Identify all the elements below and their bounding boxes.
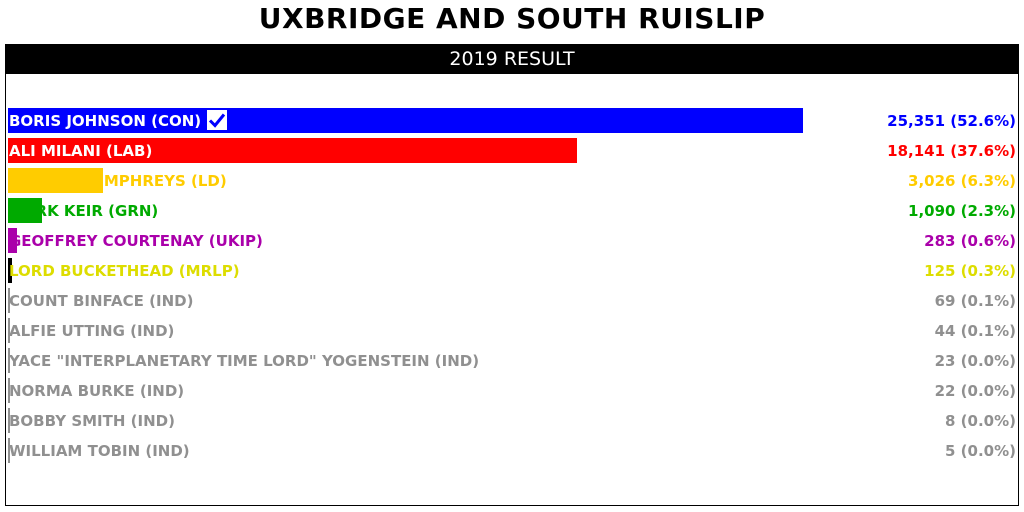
chart-title: UXBRIDGE AND SOUTH RUISLIP	[258, 2, 766, 35]
results-list: BORIS JOHNSON (CON) 25,351 (52.6%) ALI MIL…	[6, 106, 1018, 466]
candidate-bar	[8, 228, 17, 253]
candidate-label: JOANNE HUMPHREYS (LD)	[9, 166, 227, 196]
candidate-row: ALFIE UTTING (IND) 44 (0.1%)	[6, 316, 1018, 346]
candidate-name: JOANNE HUMPHREYS (LD)	[9, 172, 227, 190]
candidate-bar	[8, 258, 12, 283]
candidate-row: NORMA BURKE (IND) 22 (0.0%)	[6, 376, 1018, 406]
candidate-name: WILLIAM TOBIN (IND)	[9, 442, 190, 460]
chart-subtitle: 2019 RESULT	[6, 45, 1018, 74]
candidate-bar	[8, 108, 803, 133]
candidate-name: ALFIE UTTING (IND)	[9, 322, 175, 340]
candidate-votes: 8 (0.0%)	[945, 412, 1016, 430]
candidate-bar	[8, 348, 10, 373]
candidate-name: BORIS JOHNSON (CON)	[9, 112, 202, 130]
candidate-label: BORIS JOHNSON (CON)	[9, 106, 228, 136]
candidate-name: NORMA BURKE (IND)	[9, 382, 185, 400]
candidate-row: COUNT BINFACE (IND) 69 (0.1%)	[6, 286, 1018, 316]
candidate-label: YACE "INTERPLANETARY TIME LORD" YOGENSTE…	[9, 346, 479, 376]
candidate-votes: 69 (0.1%)	[934, 292, 1016, 310]
candidate-votes: 283 (0.6%)	[924, 232, 1016, 250]
candidate-row: WILLIAM TOBIN (IND) 5 (0.0%)	[6, 436, 1018, 466]
candidate-bar	[8, 438, 10, 463]
results-panel: 2019 RESULT BORIS JOHNSON (CON) 25,351 (5…	[5, 44, 1019, 506]
candidate-name: MARK KEIR (GRN)	[9, 202, 159, 220]
candidate-votes: 125 (0.3%)	[924, 262, 1016, 280]
candidate-name: BOBBY SMITH (IND)	[9, 412, 175, 430]
candidate-label: ALI MILANI (LAB)	[9, 136, 152, 166]
candidate-label: GEOFFREY COURTENAY (UKIP)	[9, 226, 263, 256]
candidate-label: WILLIAM TOBIN (IND)	[9, 436, 190, 466]
candidate-bar	[8, 198, 43, 223]
candidate-row: JOANNE HUMPHREYS (LD) 3,026 (6.3%)	[6, 166, 1018, 196]
candidate-name: COUNT BINFACE (IND)	[9, 292, 194, 310]
candidate-label: MARK KEIR (GRN)	[9, 196, 158, 226]
candidate-bar	[8, 138, 577, 163]
candidate-label: ALFIE UTTING (IND)	[9, 316, 174, 346]
candidate-row: BOBBY SMITH (IND) 8 (0.0%)	[6, 406, 1018, 436]
check-icon	[207, 110, 228, 130]
candidate-bar	[8, 168, 103, 193]
candidate-row: LORD BUCKETHEAD (MRLP) 125 (0.3%)	[6, 256, 1018, 286]
candidate-name: LORD BUCKETHEAD (MRLP)	[9, 262, 240, 280]
candidate-bar	[8, 318, 10, 343]
candidate-row: BORIS JOHNSON (CON) 25,351 (52.6%)	[6, 106, 1018, 136]
candidate-bar	[8, 408, 10, 433]
candidate-label: COUNT BINFACE (IND)	[9, 286, 193, 316]
candidate-row: MARK KEIR (GRN) 1,090 (2.3%)	[6, 196, 1018, 226]
candidate-label: LORD BUCKETHEAD (MRLP)	[9, 256, 240, 286]
candidate-votes: 18,141 (37.6%)	[887, 142, 1016, 160]
candidate-votes: 3,026 (6.3%)	[908, 172, 1016, 190]
candidate-name: GEOFFREY COURTENAY (UKIP)	[9, 232, 263, 250]
candidate-votes: 1,090 (2.3%)	[908, 202, 1016, 220]
candidate-votes: 5 (0.0%)	[945, 442, 1016, 460]
candidate-row: GEOFFREY COURTENAY (UKIP) 283 (0.6%)	[6, 226, 1018, 256]
candidate-votes: 22 (0.0%)	[934, 382, 1016, 400]
candidate-votes: 44 (0.1%)	[934, 322, 1016, 340]
candidate-row: ALI MILANI (LAB) 18,141 (37.6%)	[6, 136, 1018, 166]
candidate-votes: 23 (0.0%)	[934, 352, 1016, 370]
candidate-name: YACE "INTERPLANETARY TIME LORD" YOGENSTE…	[9, 352, 480, 370]
candidate-votes: 25,351 (52.6%)	[887, 112, 1016, 130]
candidate-bar	[8, 378, 10, 403]
candidate-row: YACE "INTERPLANETARY TIME LORD" YOGENSTE…	[6, 346, 1018, 376]
candidate-name: ALI MILANI (LAB)	[9, 142, 153, 160]
candidate-label: NORMA BURKE (IND)	[9, 376, 184, 406]
candidate-bar	[8, 288, 11, 313]
candidate-label: BOBBY SMITH (IND)	[9, 406, 175, 436]
